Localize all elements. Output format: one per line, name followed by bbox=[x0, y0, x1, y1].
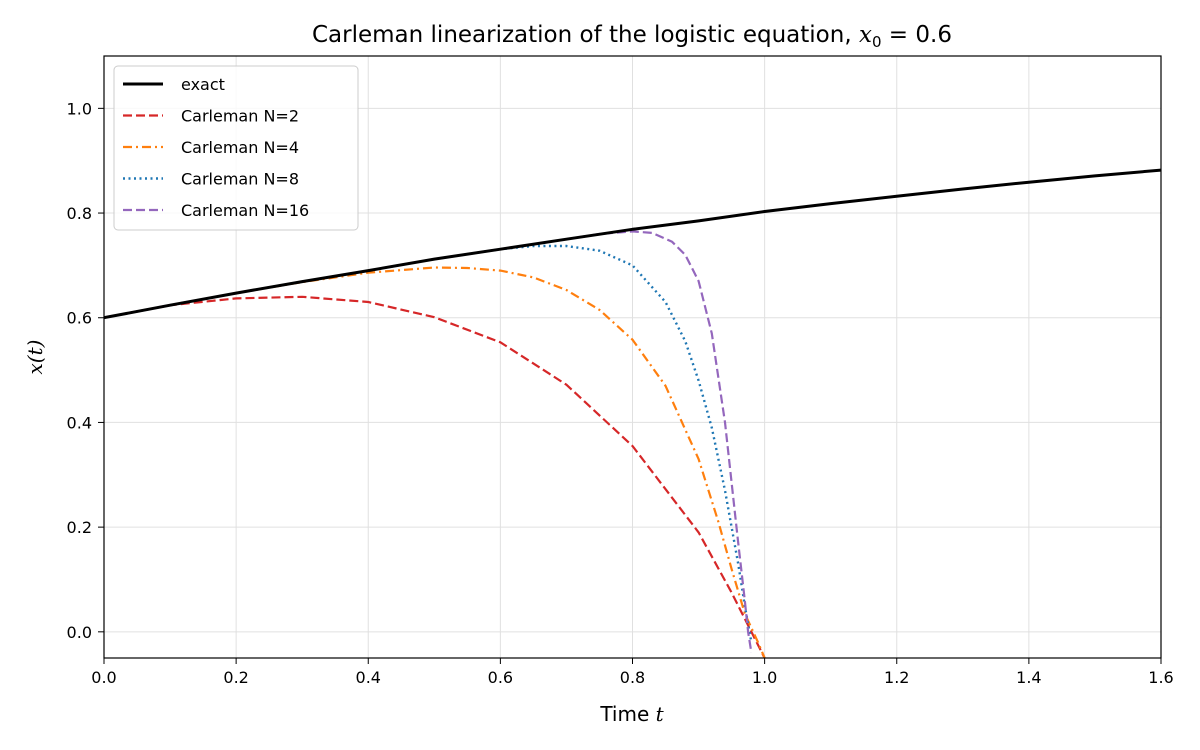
chart-title-main: Carleman linearization of the logistic e… bbox=[312, 22, 859, 48]
y-tick-label: 1.0 bbox=[67, 99, 92, 118]
series-line-carleman-n-2 bbox=[104, 295, 766, 658]
legend-label: Carleman N=16 bbox=[181, 201, 309, 220]
x-tick-label: 1.2 bbox=[884, 668, 909, 687]
y-tick-label: 0.6 bbox=[67, 309, 92, 328]
series-lines bbox=[104, 168, 1161, 658]
x-tick-label: 1.6 bbox=[1148, 668, 1173, 687]
x-tick-label: 0.8 bbox=[620, 668, 645, 687]
legend: exact Carleman N=2 Carleman N=4 Carleman N=… bbox=[113, 65, 359, 231]
legend-box bbox=[113, 65, 359, 231]
legend-label: Carleman N=4 bbox=[181, 138, 299, 157]
series-line-carleman-n-8 bbox=[104, 244, 753, 643]
y-tick-label: 0.8 bbox=[67, 204, 92, 223]
chart-title-sub: 0 bbox=[872, 33, 882, 51]
chart-title-var: x bbox=[859, 22, 872, 48]
legend-label: exact bbox=[181, 75, 225, 94]
y-axis-label: x(t) bbox=[23, 340, 47, 375]
x-axis-label-var: t bbox=[656, 702, 665, 726]
y-tick-label: 0.4 bbox=[67, 413, 92, 432]
x-axis-label-main: Time bbox=[599, 702, 655, 726]
x-tick-label: 1.0 bbox=[752, 668, 777, 687]
legend-label: Carleman N=8 bbox=[181, 170, 299, 189]
series-line-exact bbox=[104, 168, 1161, 320]
series-line-carleman-n-16 bbox=[104, 230, 753, 653]
x-axis-label: Time t bbox=[599, 702, 664, 726]
axis-ticks: 0.0 0.2 0.4 0.6 0.8 1.0 1.2 1.4 1.6 0.0 0.2 0.4 0.6 0… bbox=[67, 99, 1174, 687]
x-tick-label: 1.4 bbox=[1016, 668, 1041, 687]
series-line-carleman-n-4 bbox=[104, 266, 766, 658]
grid bbox=[103, 56, 1162, 658]
y-tick-label: 0.2 bbox=[67, 518, 92, 537]
x-tick-label: 0.4 bbox=[356, 668, 381, 687]
x-tick-label: 0.2 bbox=[223, 668, 248, 687]
x-tick-label: 0.0 bbox=[91, 668, 116, 687]
legend-label: Carleman N=2 bbox=[181, 107, 299, 126]
chart-title-rest: = 0.6 bbox=[882, 22, 952, 48]
legend-items: exact Carleman N=2 Carleman N=4 Carleman N=… bbox=[123, 75, 309, 220]
chart-title: Carleman linearization of the logistic e… bbox=[312, 22, 952, 51]
y-tick-label: 0.0 bbox=[67, 623, 92, 642]
x-tick-label: 0.6 bbox=[488, 668, 513, 687]
